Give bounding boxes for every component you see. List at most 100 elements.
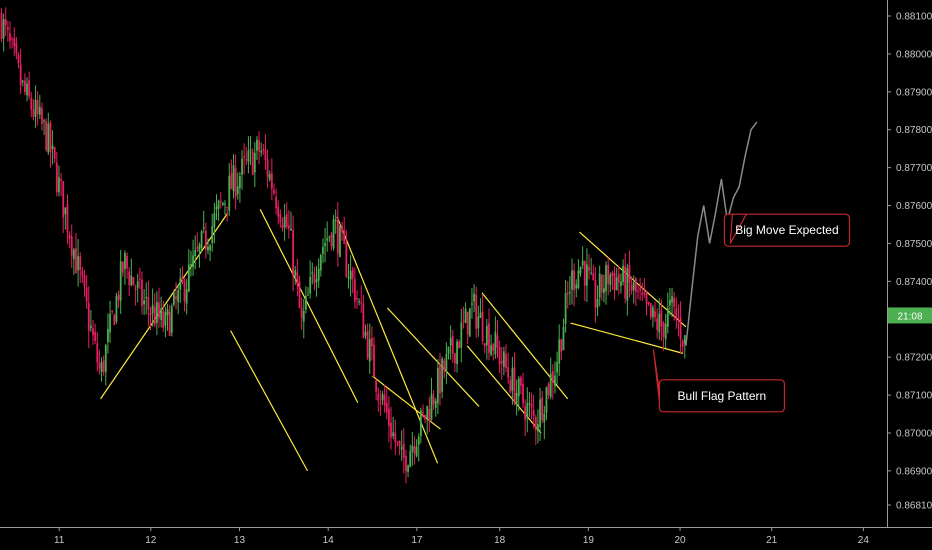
candle-body — [136, 281, 139, 288]
price-tick-label: 0.86900 — [896, 466, 932, 477]
time-tick-label: 11 — [54, 535, 65, 546]
candle-body — [341, 226, 343, 232]
candle-body — [279, 213, 282, 223]
candle-body — [560, 339, 563, 352]
trendline[interactable] — [570, 322, 684, 354]
candle-layer — [0, 7, 686, 484]
candle-body — [345, 243, 348, 277]
candle-body — [66, 203, 69, 233]
price-tick-label: 0.87100 — [896, 391, 932, 402]
projection-path[interactable] — [685, 121, 758, 346]
candle-body — [215, 206, 218, 210]
candle-body — [138, 279, 141, 281]
candle-body — [483, 343, 486, 347]
candle-body — [183, 281, 186, 302]
candle-body — [426, 406, 429, 419]
price-badge-background — [888, 307, 932, 324]
candle-body — [356, 297, 358, 300]
candle-body — [190, 264, 192, 266]
candle-body — [364, 332, 367, 336]
candle-body — [119, 261, 122, 301]
candle-body — [671, 296, 673, 303]
candle-body — [573, 270, 576, 291]
candle-body — [239, 176, 241, 188]
candle-body — [21, 80, 24, 82]
candle-body — [494, 331, 497, 355]
candle-body — [243, 156, 246, 158]
candle-body — [298, 281, 301, 308]
candle-body — [526, 402, 529, 418]
candle-body — [2, 19, 5, 39]
candle-body — [562, 327, 565, 351]
candle-body — [179, 278, 182, 290]
trendline[interactable] — [230, 330, 309, 472]
candle-body — [613, 272, 616, 291]
candle-body — [300, 307, 303, 319]
candle-body — [330, 233, 333, 247]
candle-body — [249, 149, 252, 151]
candle-body — [104, 345, 107, 373]
candle-body — [398, 440, 401, 446]
candle-body — [160, 308, 163, 320]
candle-body — [121, 262, 124, 273]
candle-body — [509, 380, 512, 393]
candle-body — [200, 231, 203, 248]
candle-body — [270, 173, 273, 190]
candle-body — [228, 176, 231, 211]
candle-body — [409, 451, 412, 468]
candle-body — [162, 310, 165, 329]
time-tick-label: 13 — [234, 535, 246, 546]
callout-annotation[interactable]: Bull Flag Pattern — [652, 349, 786, 413]
callout-pointer — [729, 213, 748, 244]
candle-body — [51, 145, 54, 149]
candle-body — [149, 312, 152, 316]
trendline[interactable] — [466, 345, 542, 434]
price-tick-label: 0.88100 — [896, 12, 932, 23]
candle-body — [236, 186, 239, 195]
candle-body — [23, 80, 26, 93]
candle-body — [124, 252, 126, 270]
candle-body — [60, 179, 62, 181]
candle-body — [322, 246, 324, 254]
candle-body — [307, 294, 309, 296]
candle-body — [585, 264, 588, 286]
candle-body — [89, 325, 92, 329]
candle-body — [626, 268, 629, 301]
candle-body — [368, 339, 371, 362]
candle-body — [83, 275, 86, 287]
price-tick-label: 0.88000 — [896, 49, 932, 60]
candle-body — [432, 396, 435, 405]
candle-body — [377, 393, 380, 401]
candle-body — [43, 120, 45, 122]
candle-body — [590, 272, 593, 274]
candle-body — [245, 159, 248, 161]
trendline[interactable] — [386, 307, 480, 407]
candle-body — [522, 383, 524, 404]
candle-body — [462, 320, 465, 322]
candle-body — [202, 227, 205, 229]
candle-body — [198, 244, 201, 252]
candle-body — [605, 265, 607, 292]
candle-body — [19, 64, 22, 85]
candle-body — [517, 378, 520, 397]
candle-body — [632, 281, 635, 291]
candle-body — [575, 284, 578, 289]
candle-body — [656, 318, 659, 330]
candle-body — [353, 279, 356, 302]
candle-body — [256, 139, 258, 151]
price-tick-label: 0.87800 — [896, 125, 932, 136]
price-tick-label: 0.86810 — [896, 501, 932, 512]
price-tick-label: 0.87500 — [896, 239, 932, 250]
callout-annotation[interactable]: Big Move Expected — [723, 213, 851, 247]
candle-body — [168, 311, 171, 336]
candle-body — [664, 323, 667, 340]
candle-body — [287, 225, 290, 229]
candle-body — [234, 167, 237, 197]
time-tick-label: 21 — [766, 535, 778, 546]
candle-body — [492, 344, 495, 351]
candle-body — [379, 402, 382, 404]
trendline[interactable] — [259, 209, 359, 403]
candle-body — [230, 173, 233, 190]
